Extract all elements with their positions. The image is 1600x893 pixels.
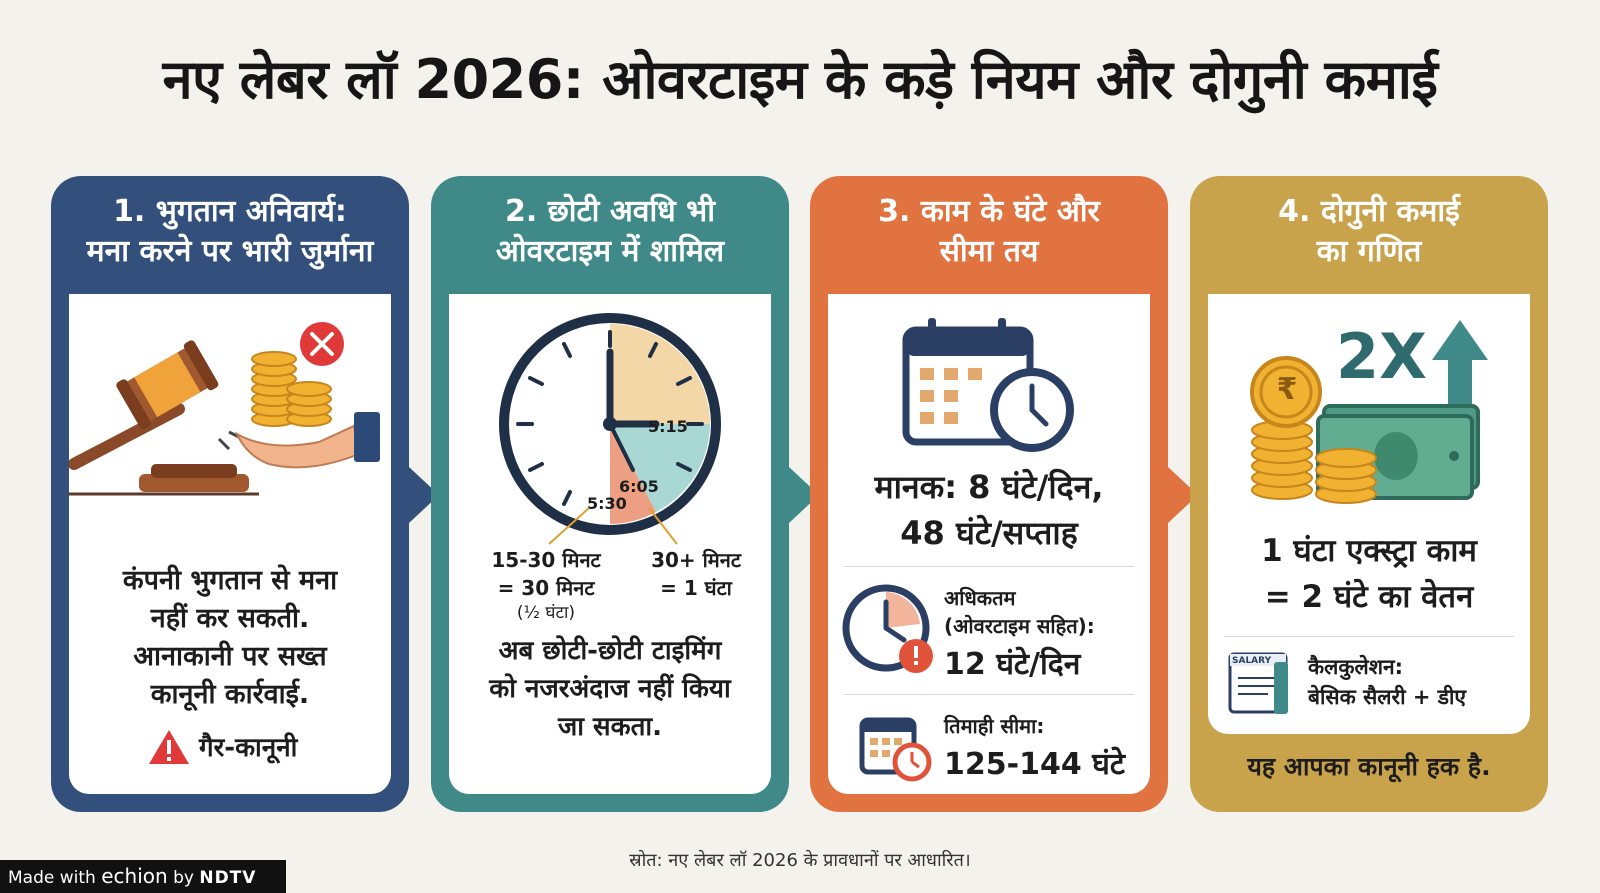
source-note: स्रोत: नए लेबर लॉ 2026 के प्रावधानों पर …	[629, 850, 971, 871]
divider	[844, 566, 1134, 567]
quarter-value: 125-144 घंटे	[944, 747, 1125, 782]
card-heading: 4. दोगुनी कमाई का गणित	[1278, 194, 1460, 269]
earnings-equation: 1 घंटा एक्स्ट्रा काम = 2 घंटे का वेतन	[1261, 533, 1477, 615]
rule-long: 30+ मिनट = 1 घंटा	[651, 548, 741, 600]
card-footer: यह आपका कानूनी हक है.	[1247, 752, 1491, 781]
card-short-duration: 2. छोटी अवधि भी ओवरटाइम में शामिल	[431, 176, 789, 812]
warning-icon	[149, 730, 189, 764]
gavel-and-coins-icon	[69, 322, 380, 496]
card-panel: ₹ 2X 1 घंटा एक्स्ट्रा काम = 2 घंटे का वे…	[1208, 294, 1530, 734]
card-panel: मानक: 8 घंटे/दिन, 48 घंटे/सप्ताह अधिकतम …	[828, 294, 1150, 794]
card-body: अब छोटी-छोटी टाइमिंग को नजरअंदाज नहीं कि…	[489, 636, 731, 742]
card-body: कंपनी भुगतान से मना नहीं कर सकती. आनाकान…	[122, 565, 338, 710]
quarter-label: तिमाही सीमा:	[944, 714, 1045, 738]
clock-label: 5:30	[587, 494, 627, 513]
divider	[1224, 636, 1514, 637]
pointer-lines	[548, 507, 678, 545]
salary-slip-icon	[1228, 652, 1288, 714]
card-panel: कंपनी भुगतान से मना नहीं कर सकती. आनाकान…	[69, 294, 391, 794]
salary-tag: SALARY	[1232, 656, 1272, 666]
calculation-note: कैलकुलेशन: बेसिक सैलरी + डीए	[1308, 655, 1467, 709]
card-payment-mandatory: 1. भुगतान अनिवार्य: मना करने पर भारी जुर…	[51, 176, 409, 812]
card-double-earnings: 4. दोगुनी कमाई का गणित	[1190, 176, 1548, 812]
card-work-hours: 3. काम के घंटे और सीमा तय मानक: 8 घंटे/द…	[810, 176, 1168, 812]
divider	[844, 694, 1134, 695]
clock-label: 6:05	[619, 477, 659, 496]
standard-hours: मानक: 8 घंटे/दिन, 48 घंटे/सप्ताह	[874, 468, 1104, 552]
max-value: 12 घंटे/दिन	[944, 647, 1081, 682]
rupee-symbol: ₹	[1276, 372, 1298, 407]
multiplier-label: 2X	[1336, 320, 1427, 393]
card-panel: 5:15 6:05 5:30 15-30 मिनट = 30 मिनट (½ घ…	[449, 294, 771, 794]
clock-icon	[499, 313, 721, 535]
alarm-clock-icon	[842, 584, 933, 673]
rule-short: 15-30 मिनट = 30 मिनट (½ घंटा)	[491, 548, 601, 623]
warning-label: गैर-कानूनी	[199, 733, 298, 763]
card-heading: 1. भुगतान अनिवार्य: मना करने पर भारी जुर…	[86, 194, 374, 269]
card-heading: 2. छोटी अवधि भी ओवरटाइम में शामिल	[495, 194, 725, 269]
money-growth-icon	[1250, 320, 1488, 504]
clock-label: 5:15	[648, 417, 688, 436]
card-heading: 3. काम के घंटे और सीमा तय	[878, 194, 1100, 269]
page-title: नए लेबर लॉ 2026: ओवरटाइम के कड़े नियम और…	[162, 48, 1438, 111]
max-label: अधिकतम (ओवरटाइम सहित):	[944, 586, 1095, 638]
made-with-badge: Made with echion by NDTV	[0, 860, 286, 893]
calendar-clock-icon	[902, 318, 1074, 452]
calendar-icon	[859, 717, 932, 782]
